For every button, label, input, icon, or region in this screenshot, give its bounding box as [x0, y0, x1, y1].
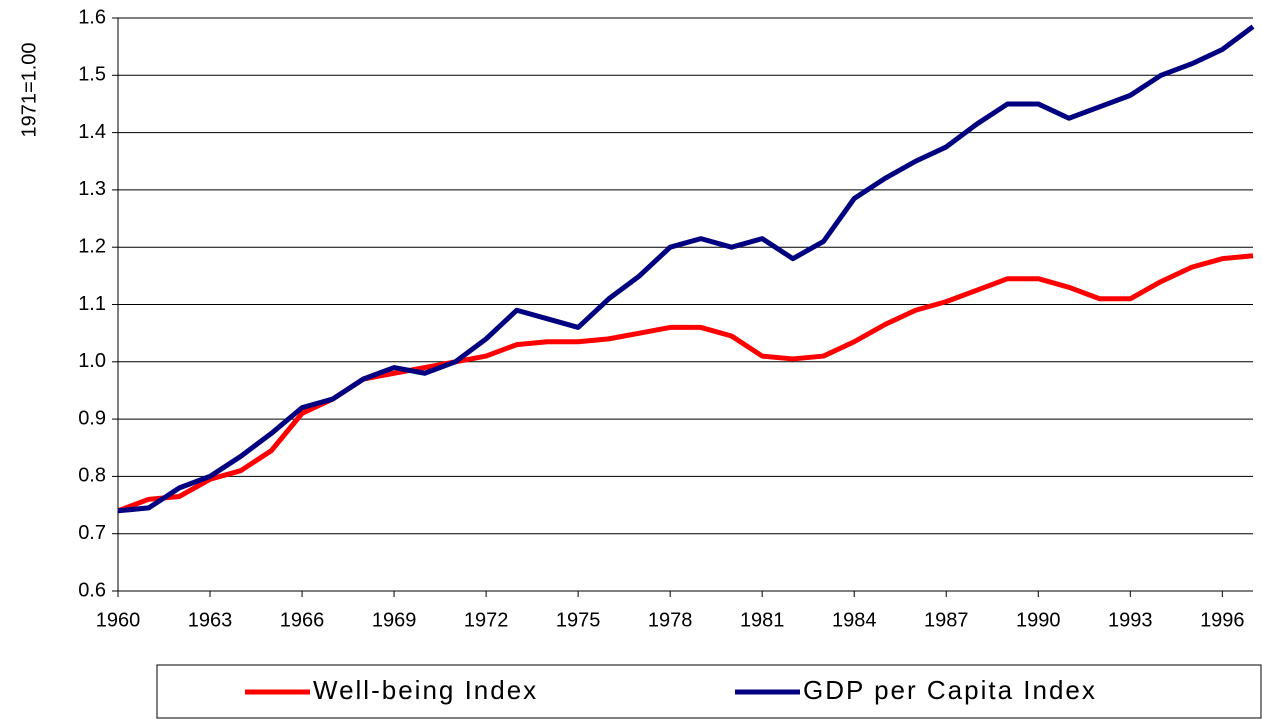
y-tick-label: 1.3: [78, 178, 106, 200]
y-tick-label: 1.5: [78, 64, 106, 86]
y-tick-label: 0.9: [78, 407, 106, 429]
x-tick-label: 1987: [924, 609, 969, 631]
x-tick-label: 1963: [188, 609, 233, 631]
x-tick-label: 1969: [372, 609, 417, 631]
y-tick-label: 1.6: [78, 6, 106, 28]
y-tick-label: 0.6: [78, 579, 106, 601]
x-tick-label: 1972: [464, 609, 509, 631]
x-tick-label: 1966: [280, 609, 325, 631]
x-tick-label: 1981: [740, 609, 785, 631]
y-tick-label: 1.4: [78, 121, 106, 143]
y-tick-label: 0.7: [78, 522, 106, 544]
legend-box: [156, 664, 1262, 719]
y-tick-label: 1.1: [78, 293, 106, 315]
y-tick-label: 1.2: [78, 235, 106, 257]
y-axis-label: 1971=1.00: [18, 42, 40, 137]
x-tick-label: 1960: [96, 609, 141, 631]
x-tick-label: 1993: [1108, 609, 1153, 631]
x-tick-label: 1978: [648, 609, 693, 631]
x-tick-label: 1996: [1200, 609, 1245, 631]
x-tick-label: 1975: [556, 609, 601, 631]
y-tick-label: 1.0: [78, 350, 106, 372]
line-series: [117, 24, 1255, 514]
line-series: [117, 253, 1254, 514]
x-tick-label: 1984: [832, 609, 877, 631]
y-tick-label: 0.8: [78, 465, 106, 487]
legend-label: GDP per Capita Index: [803, 675, 1097, 705]
legend-label: Well-being Index: [313, 675, 538, 705]
x-tick-label: 1990: [1016, 609, 1061, 631]
